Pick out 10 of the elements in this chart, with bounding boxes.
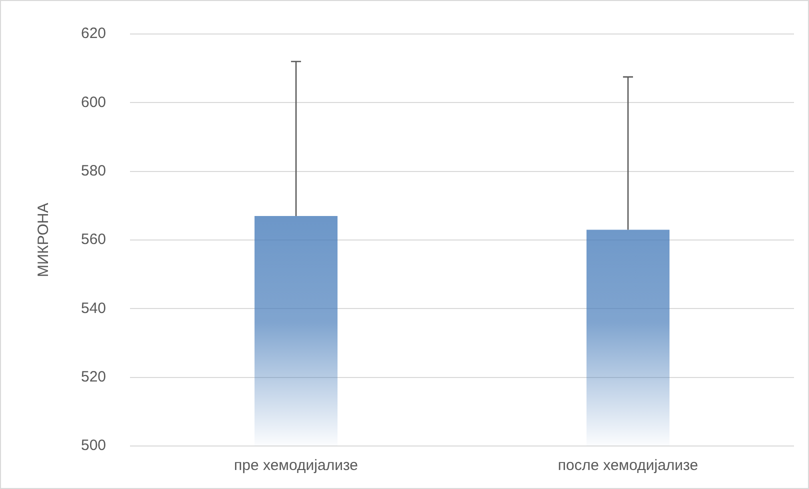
x-tick-label: пре хемодијализе [234,457,358,474]
y-tick-label: 620 [80,25,106,42]
y-tick-label: 560 [80,231,106,248]
y-axis-title: МИКРОНА [35,202,52,278]
y-tick-label: 520 [80,368,106,386]
y-tick-label: 580 [80,162,106,180]
y-tick-label: 600 [80,94,106,111]
y-tick-label: 500 [80,437,106,454]
y-tick-label: 540 [80,300,106,317]
x-tick-label: после хемодијализе [558,457,698,474]
